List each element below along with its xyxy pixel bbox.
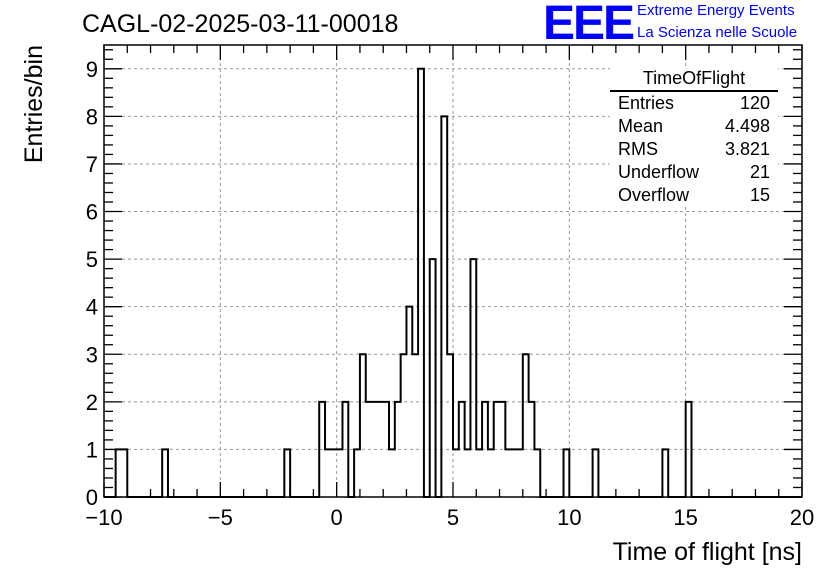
- stats-value: 21: [749, 162, 770, 182]
- x-tick-label: 5: [447, 505, 459, 530]
- stats-row-mean: Mean 4.498: [610, 115, 778, 138]
- y-tick-label: 2: [86, 390, 98, 415]
- histogram-bin: [389, 449, 395, 497]
- histogram-bins: [116, 69, 692, 497]
- chart-title: CAGL-02-2025-03-11-00018: [82, 10, 399, 38]
- x-tick-label: 0: [331, 505, 343, 530]
- y-tick-label: 3: [86, 342, 98, 367]
- stats-title: TimeOfFlight: [610, 68, 778, 92]
- histogram-bin: [505, 449, 511, 497]
- y-tick-label: 5: [86, 247, 98, 272]
- y-tick-label: 4: [86, 295, 98, 320]
- x-axis-label: Time of flight [ns]: [613, 538, 802, 566]
- x-tick-label: −5: [208, 505, 233, 530]
- stats-label: Entries: [618, 93, 675, 113]
- histogram-bin: [325, 449, 331, 497]
- histogram-bin: [412, 354, 418, 497]
- y-tick-label: 7: [86, 152, 98, 177]
- logo-text-line-1: Extreme Energy Events: [637, 2, 795, 19]
- x-tick-label: 15: [673, 505, 697, 530]
- x-tick-label: 10: [557, 505, 581, 530]
- stats-row-entries: Entries 120: [610, 92, 778, 115]
- y-tick-label: 6: [86, 200, 98, 225]
- stats-label: Overflow: [618, 185, 690, 205]
- axis-ticks: −10 −5 0 5 10 15 20 0 1 2 3 4 5 6 7 8 9: [85, 45, 814, 530]
- histogram-bin: [511, 449, 517, 497]
- stats-label: Mean: [618, 116, 664, 136]
- histogram-outline: [104, 67, 802, 498]
- histogram-bin: [465, 449, 471, 497]
- stats-box: TimeOfFlight Entries 120 Mean 4.498 RMS …: [610, 68, 778, 207]
- stats-row-overflow: Overflow 15: [610, 184, 778, 207]
- histogram-bin: [488, 449, 494, 497]
- y-tick-label: 1: [86, 437, 98, 462]
- y-axis-label: Entries/bin: [20, 45, 48, 163]
- y-tick-label: 0: [86, 485, 98, 510]
- y-tick-label: 8: [86, 104, 98, 129]
- x-tick-label: −10: [85, 505, 122, 530]
- histogram-bin: [337, 449, 343, 497]
- stats-value: 3.821: [724, 139, 770, 159]
- stats-value: 15: [749, 185, 770, 205]
- eee-logo: EEE: [543, 0, 635, 50]
- histogram-bin: [476, 449, 482, 497]
- stats-value: 4.498: [724, 116, 770, 136]
- histogram-bin: [453, 449, 459, 497]
- logo-text-line-2: La Scienza nelle Scuole: [637, 24, 798, 41]
- stats-row-underflow: Underflow 21: [610, 161, 778, 184]
- histogram-bin: [517, 449, 523, 497]
- y-tick-label: 9: [86, 57, 98, 82]
- x-tick-label: 20: [790, 505, 814, 530]
- histogram-bin: [331, 449, 337, 497]
- stats-label: RMS: [618, 139, 658, 159]
- stats-row-rms: RMS 3.821: [610, 138, 778, 161]
- stats-label: Underflow: [618, 162, 700, 182]
- stats-value: 120: [739, 93, 770, 113]
